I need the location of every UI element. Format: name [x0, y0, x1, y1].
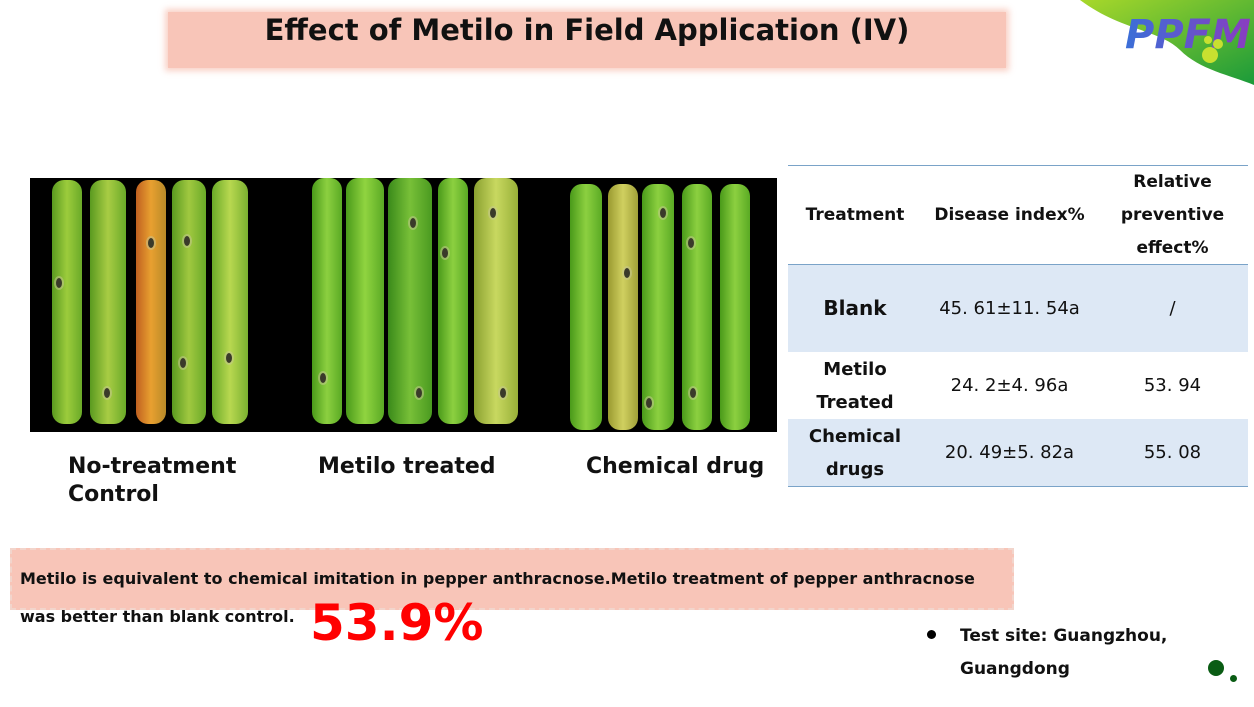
header-effect: Relative preventive effect% — [1120, 171, 1225, 258]
page-title: Effect of Metilo in Field Application (I… — [264, 13, 910, 47]
table-header-row: Treatment Disease index% Relative preven… — [788, 166, 1248, 265]
header-treatment: Treatment — [805, 204, 905, 225]
caption-chemical: Chemical drug — [586, 454, 765, 479]
cell-disease-index: 45. 61±11. 54a — [939, 298, 1080, 319]
cell-disease-index: 24. 2±4. 96a — [950, 375, 1069, 396]
decorative-dot-small-icon — [1230, 675, 1237, 682]
cell-effect: 55. 08 — [1143, 442, 1202, 463]
cell-effect: / — [1169, 298, 1176, 319]
svg-text:PPFM: PPFM — [1125, 12, 1251, 58]
caption-control-line1: No-treatment — [68, 454, 237, 479]
table-row: Chemical drugs 20. 49±5. 82a 55. 08 — [788, 419, 1248, 486]
highlight-percentage: 53.9% — [310, 594, 484, 652]
header-disease-index: Disease index% — [934, 204, 1085, 225]
bullet-icon — [927, 630, 936, 639]
caption-control: No-treatment Control — [68, 453, 236, 509]
conclusion-line2: was better than blank control. — [20, 607, 295, 626]
cell-effect: 53. 94 — [1143, 375, 1202, 396]
caption-metilo: Metilo treated — [318, 454, 496, 479]
results-table: Treatment Disease index% Relative preven… — [788, 165, 1248, 487]
caption-control-line2: Control — [68, 482, 159, 507]
decorative-dot-icon — [1208, 660, 1224, 676]
pepper-photo — [30, 178, 777, 432]
cell-treatment: Blank — [823, 296, 887, 320]
conclusion-box — [10, 548, 1014, 610]
conclusion-line1: Metilo is equivalent to chemical imitati… — [20, 569, 975, 588]
table-row: Blank 45. 61±11. 54a / — [788, 265, 1248, 352]
conclusion-text: Metilo is equivalent to chemical imitati… — [20, 560, 1020, 636]
test-site-line2: Guangdong — [960, 659, 1070, 679]
cell-treatment: Chemical drugs — [808, 425, 902, 480]
cell-treatment: Metilo Treated — [816, 358, 894, 413]
test-site: Test site: Guangzhou, Guangdong — [960, 620, 1167, 686]
table-row: Metilo Treated 24. 2±4. 96a 53. 94 — [788, 352, 1248, 419]
ppfm-logo-icon: PPFM — [1080, 0, 1254, 85]
cell-disease-index: 20. 49±5. 82a — [944, 442, 1075, 463]
title-banner: Effect of Metilo in Field Application (I… — [168, 12, 1006, 68]
test-site-line1: Test site: Guangzhou, — [960, 626, 1168, 646]
